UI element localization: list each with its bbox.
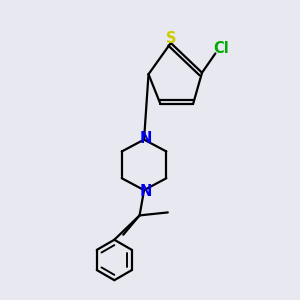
Text: Cl: Cl — [213, 40, 229, 56]
Text: S: S — [166, 31, 176, 46]
Text: N: N — [140, 130, 152, 146]
Text: N: N — [140, 184, 152, 199]
